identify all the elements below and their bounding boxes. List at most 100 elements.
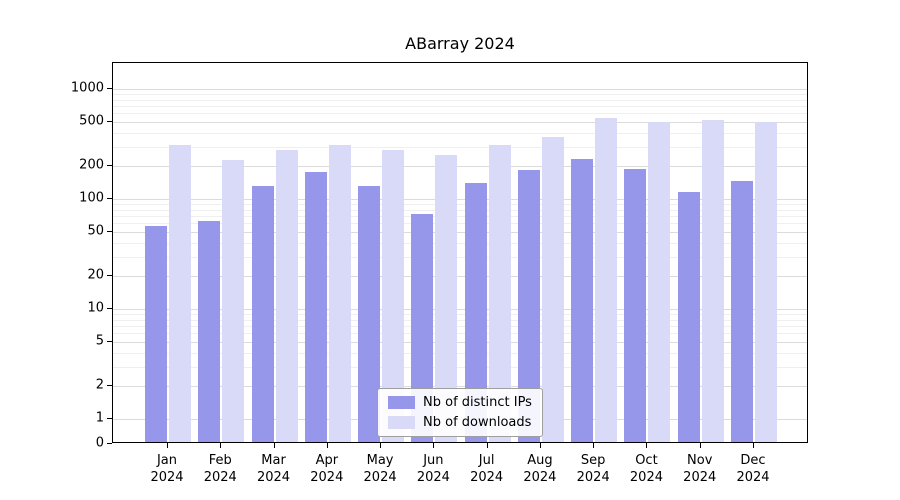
- bar-downloads: [275, 149, 298, 442]
- bar-downloads: [701, 120, 724, 442]
- x-tick-mark: [380, 443, 382, 448]
- x-tick-label: Apr 2024: [297, 452, 357, 486]
- major-gridline: [113, 275, 807, 277]
- y-tick-mark: [107, 121, 112, 123]
- legend-swatch: [388, 396, 415, 409]
- x-tick-mark: [646, 443, 648, 448]
- minor-gridline: [113, 314, 807, 316]
- minor-gridline: [113, 209, 807, 211]
- x-tick-year: 2024: [310, 470, 344, 485]
- bar-downloads: [488, 144, 511, 442]
- x-tick-label: Sep 2024: [563, 452, 623, 486]
- x-tick-label: Jun 2024: [403, 452, 463, 486]
- x-tick-mark: [753, 443, 754, 448]
- y-tick-mark: [107, 198, 112, 199]
- minor-gridline: [113, 352, 807, 354]
- bar-downloads: [382, 149, 405, 442]
- x-tick-mark: [220, 443, 222, 448]
- x-tick-month: Mar: [261, 453, 286, 468]
- y-tick-mark: [107, 164, 112, 166]
- x-tick-mark: [167, 443, 168, 448]
- x-tick-year: 2024: [576, 470, 610, 485]
- x-tick-month: Jan: [156, 453, 178, 468]
- y-tick-mark: [107, 341, 112, 343]
- bar-distinct-ips: [571, 159, 594, 442]
- y-tick-mark: [107, 418, 112, 419]
- y-tick-mark: [107, 443, 112, 444]
- major-gridline: [113, 165, 807, 167]
- y-tick-label: 200: [79, 157, 104, 173]
- minor-gridline: [113, 333, 807, 335]
- x-tick-label: Feb 2024: [190, 452, 250, 486]
- legend-item: Nb of downloads: [388, 415, 532, 430]
- y-tick-mark: [107, 231, 112, 233]
- bar-downloads: [328, 144, 351, 442]
- bar-downloads: [169, 144, 191, 442]
- x-tick-year: 2024: [470, 470, 504, 485]
- x-tick-year: 2024: [629, 470, 663, 485]
- bar-downloads: [755, 122, 777, 442]
- major-gridline: [113, 199, 807, 200]
- major-gridline: [113, 122, 807, 124]
- major-gridline: [113, 309, 807, 310]
- y-tick-mark: [107, 274, 112, 276]
- x-tick-label: Nov 2024: [670, 452, 730, 486]
- legend-label: Nb of downloads: [423, 415, 532, 430]
- x-tick-mark: [273, 443, 275, 448]
- chart-title: ABarray 2024: [405, 34, 515, 53]
- x-tick-label: Mar 2024: [244, 452, 304, 486]
- x-tick-mark: [593, 443, 595, 448]
- x-tick-month: Dec: [740, 453, 766, 468]
- x-tick-month: Jul: [478, 453, 495, 468]
- x-tick-label: May 2024: [350, 452, 410, 486]
- x-tick-mark: [486, 443, 488, 448]
- y-axis-labels: 0 1 2 5 10 20 50 100 200 500 1000: [0, 0, 104, 500]
- x-tick-mark: [699, 443, 701, 448]
- y-tick-label: 20: [87, 267, 104, 283]
- x-tick-label: Jul 2024: [457, 452, 517, 486]
- x-tick-year: 2024: [203, 470, 237, 485]
- minor-gridline: [113, 223, 807, 225]
- legend-item: Nb of distinct IPs: [388, 395, 532, 410]
- bar-distinct-ips: [304, 171, 327, 442]
- minor-gridline: [113, 216, 807, 218]
- minor-gridline: [113, 113, 807, 115]
- bar-distinct-ips: [358, 186, 381, 442]
- y-tick-label: 500: [79, 113, 104, 129]
- y-tick-label: 5: [95, 333, 104, 349]
- minor-gridline: [113, 366, 807, 368]
- x-tick-year: 2024: [363, 470, 397, 485]
- x-tick-label: Dec 2024: [723, 452, 783, 486]
- y-tick-mark: [107, 88, 112, 89]
- y-tick-mark: [107, 308, 112, 309]
- minor-gridline: [113, 94, 807, 96]
- x-tick-label: Jan 2024: [137, 452, 197, 486]
- minor-gridline: [113, 132, 807, 134]
- y-tick-label: 0: [95, 435, 104, 451]
- y-tick-label: 1: [95, 410, 104, 426]
- minor-gridline: [113, 106, 807, 108]
- y-tick-label: 2: [95, 377, 104, 393]
- bar-downloads: [541, 137, 564, 442]
- y-tick-label: 10: [87, 300, 104, 316]
- minor-gridline: [113, 204, 807, 206]
- bar-distinct-ips: [624, 168, 647, 442]
- x-tick-month: Sep: [580, 453, 606, 468]
- bar-downloads: [222, 160, 245, 442]
- x-tick-month: Jun: [423, 453, 444, 468]
- minor-gridline: [113, 99, 807, 101]
- y-tick-label: 100: [79, 190, 104, 206]
- x-tick-month: Feb: [208, 453, 232, 468]
- major-gridline: [113, 342, 807, 344]
- minor-gridline: [113, 326, 807, 328]
- x-tick-label: Oct 2024: [616, 452, 676, 486]
- x-tick-month: Apr: [315, 453, 339, 468]
- bar-downloads: [595, 118, 618, 442]
- x-tick-month: May: [366, 453, 394, 468]
- bar-distinct-ips: [145, 226, 167, 442]
- x-tick-month: Nov: [687, 453, 713, 468]
- bar-distinct-ips: [251, 186, 274, 442]
- legend-swatch: [388, 416, 415, 429]
- minor-gridline: [113, 242, 807, 244]
